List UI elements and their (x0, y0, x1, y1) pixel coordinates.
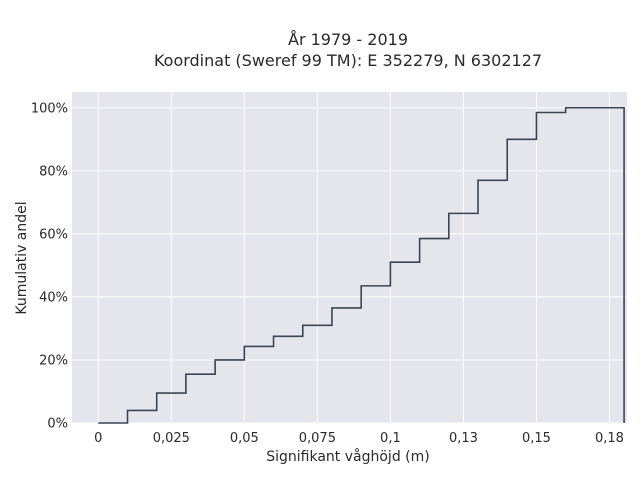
x-tick-label: 0 (94, 431, 102, 446)
chart-title-line-1: År 1979 - 2019 (288, 30, 408, 49)
y-tick-label: 40% (39, 290, 68, 305)
x-tick-label: 0,075 (299, 431, 336, 446)
y-tick-label: 80% (39, 164, 68, 179)
x-tick-label: 0,18 (595, 431, 624, 446)
y-tick-label: 20% (39, 353, 68, 368)
y-axis-ticks: 0% 20% 40% 60% 80% 100% (31, 101, 68, 431)
x-tick-label: 0,1 (380, 431, 401, 446)
x-tick-label: 0,05 (230, 431, 259, 446)
x-tick-label: 0,15 (522, 431, 551, 446)
x-tick-label: 0,025 (153, 431, 190, 446)
plot-area (72, 92, 627, 423)
y-tick-label: 100% (31, 101, 68, 116)
y-tick-label: 60% (39, 227, 68, 242)
y-tick-label: 0% (47, 417, 68, 432)
x-axis-ticks: 0 0,025 0,05 0,075 0,1 0,13 0,15 0,18 (94, 431, 624, 446)
chart-title-line-2: Koordinat (Sweref 99 TM): E 352279, N 63… (154, 51, 542, 70)
cumulative-step-line (98, 106, 625, 424)
x-tick-label: 0,13 (449, 431, 478, 446)
y-axis-label: Kumulativ andel (14, 201, 30, 314)
grid-lines (72, 92, 627, 424)
x-axis-label: Signifikant våghöjd (m) (266, 448, 429, 465)
